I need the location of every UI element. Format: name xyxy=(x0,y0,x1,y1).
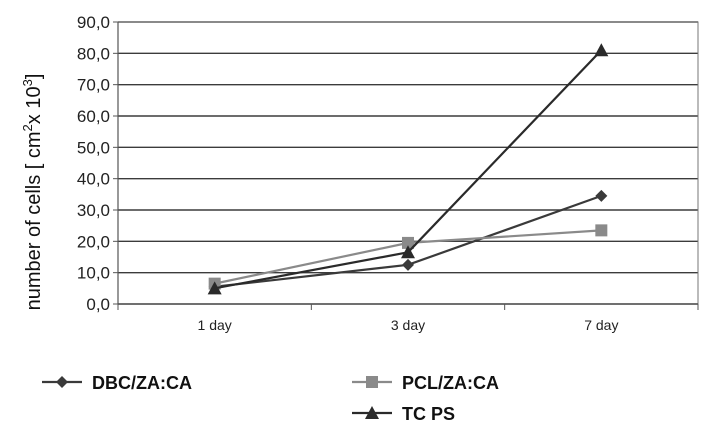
data-point-diamond xyxy=(402,258,414,271)
y-axis-label-end: ] xyxy=(23,74,45,80)
y-tick-label: 20,0 xyxy=(77,232,110,251)
legend-label: TC PS xyxy=(402,404,455,424)
data-point-square xyxy=(595,224,608,237)
y-tick-label: 0,0 xyxy=(86,295,110,314)
legend: DBC/ZA:CA PCL/ZA:CA TC PS xyxy=(42,373,499,424)
y-tick-label: 30,0 xyxy=(77,201,110,220)
series-pcl-za-ca xyxy=(208,224,608,290)
y-tick-label: 50,0 xyxy=(77,138,110,157)
x-tick-labels: 1 day 3 day 7 day xyxy=(117,304,699,333)
data-point-diamond xyxy=(595,189,608,202)
y-axis-label: number of cells [ cm2x 103] xyxy=(20,74,45,311)
legend-marker-diamond xyxy=(56,376,68,388)
y-tick-labels: 0,0 10,0 20,0 30,0 40,0 50,0 60,0 70,0 80,0 90,0 xyxy=(77,13,118,314)
y-tick-label: 70,0 xyxy=(77,76,110,95)
series-tc-ps xyxy=(207,43,609,295)
y-tick-label: 10,0 xyxy=(77,264,110,283)
y-axis-label-main: number of cells [ cm xyxy=(23,131,45,310)
legend-marker-square xyxy=(366,376,378,388)
y-tick-label: 90,0 xyxy=(77,13,110,32)
y-tick-label: 80,0 xyxy=(77,44,110,63)
legend-label: DBC/ZA:CA xyxy=(92,373,192,393)
x-tick-label: 7 day xyxy=(584,317,618,333)
y-tick-label: 60,0 xyxy=(77,107,110,126)
legend-item: TC PS xyxy=(352,404,455,424)
legend-marker-triangle xyxy=(365,406,379,419)
y-tick-label: 40,0 xyxy=(77,170,110,189)
y-axis-label-sup1: 2 xyxy=(20,124,35,131)
data-point-triangle xyxy=(401,245,415,259)
legend-item: DBC/ZA:CA xyxy=(42,373,192,393)
y-axis-label-sup2: 3 xyxy=(20,79,35,86)
x-tick-label: 3 day xyxy=(391,317,425,333)
legend-label: PCL/ZA:CA xyxy=(402,373,499,393)
data-point-triangle xyxy=(594,43,609,57)
data-point-triangle xyxy=(207,281,222,295)
data-point-square xyxy=(402,236,414,249)
legend-item: PCL/ZA:CA xyxy=(352,373,499,393)
series-lines xyxy=(207,43,609,295)
y-axis-label-mid: x 10 xyxy=(23,86,45,124)
x-tick-label: 1 day xyxy=(198,317,232,333)
